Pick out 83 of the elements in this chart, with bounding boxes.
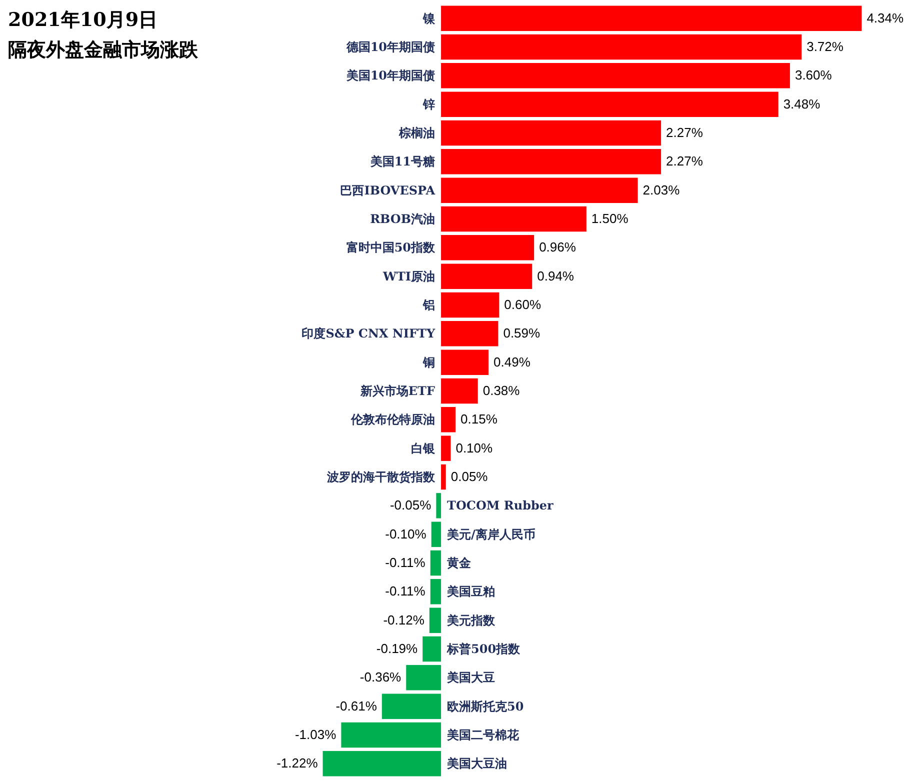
bar bbox=[441, 436, 451, 461]
y-tick-label: 美国大豆油 bbox=[446, 756, 508, 771]
bar bbox=[441, 92, 778, 117]
y-tick-label: 美国大豆 bbox=[446, 670, 496, 685]
data-label: 3.60% bbox=[794, 68, 832, 83]
y-tick-label: 锌 bbox=[422, 97, 436, 112]
y-tick-label: 巴西IBOVESPA bbox=[340, 183, 436, 198]
data-label: 2.27% bbox=[666, 125, 704, 140]
y-tick-label: 美元/离岸人民币 bbox=[446, 527, 536, 542]
data-label: 0.59% bbox=[503, 326, 541, 341]
bar bbox=[382, 694, 442, 719]
y-tick-label: 美国豆粕 bbox=[446, 584, 496, 599]
y-tick-label: 铜 bbox=[422, 355, 436, 370]
data-label: 0.10% bbox=[456, 440, 494, 456]
y-tick-label: 伦敦布伦特原油 bbox=[350, 412, 436, 427]
y-tick-label: 新兴市场ETF bbox=[359, 384, 436, 398]
y-tick-label: WTI原油 bbox=[382, 269, 436, 284]
data-label: -0.10% bbox=[385, 526, 427, 542]
data-label: -0.36% bbox=[360, 670, 402, 685]
y-tick-label: 镍 bbox=[422, 11, 436, 26]
bar bbox=[441, 63, 790, 88]
data-label: 3.72% bbox=[806, 39, 844, 54]
y-tick-label: 德国10年期国债 bbox=[345, 40, 436, 54]
bar bbox=[322, 751, 442, 776]
data-label: 0.94% bbox=[537, 268, 574, 284]
y-tick-label: 富时中国50指数 bbox=[346, 240, 436, 255]
data-label: 4.34% bbox=[866, 10, 904, 26]
data-label: 0.15% bbox=[460, 412, 498, 427]
bar bbox=[436, 493, 442, 518]
data-label: 3.48% bbox=[783, 96, 821, 112]
data-label: 2.03% bbox=[642, 182, 680, 198]
bar bbox=[441, 6, 862, 31]
y-tick-label: 白银 bbox=[411, 441, 436, 456]
y-tick-label: 黄金 bbox=[446, 556, 472, 570]
y-tick-label: RBOB汽油 bbox=[370, 212, 436, 226]
y-tick-label: 美国11号糖 bbox=[369, 154, 436, 169]
data-label: 0.96% bbox=[539, 240, 576, 255]
data-label: 0.60% bbox=[504, 297, 542, 312]
bar bbox=[441, 407, 456, 432]
y-tick-label: 美元指数 bbox=[446, 613, 496, 628]
data-label: -1.03% bbox=[294, 727, 337, 742]
data-label: -1.22% bbox=[276, 756, 318, 771]
y-tick-label: 铝 bbox=[422, 298, 436, 312]
data-label: -0.11% bbox=[385, 584, 426, 599]
bar bbox=[430, 579, 442, 604]
bar bbox=[441, 464, 446, 490]
y-tick-label: TOCOM Rubber bbox=[447, 498, 554, 513]
bar bbox=[441, 264, 532, 289]
y-tick-label: 欧洲斯托克50 bbox=[447, 699, 524, 714]
bar bbox=[341, 722, 442, 748]
y-tick-label: 棕榈油 bbox=[398, 126, 436, 140]
data-label: -0.12% bbox=[383, 612, 425, 628]
bar bbox=[431, 522, 442, 547]
data-label: -0.11% bbox=[385, 555, 426, 570]
data-label: 0.05% bbox=[450, 469, 488, 484]
text: 隔夜外盘金融市场涨跌 bbox=[8, 39, 199, 61]
bar bbox=[441, 120, 662, 146]
y-tick-label: 标普500指数 bbox=[446, 642, 522, 656]
bar bbox=[441, 206, 586, 232]
bar bbox=[406, 665, 442, 690]
data-label: -0.61% bbox=[336, 698, 378, 714]
data-label: 0.38% bbox=[482, 383, 520, 398]
y-tick-label: 美国10年期国债 bbox=[345, 68, 436, 83]
bar bbox=[441, 235, 534, 260]
y-tick-label: 波罗的海干散货指数 bbox=[326, 470, 436, 484]
data-label: 1.50% bbox=[591, 211, 629, 226]
bar bbox=[441, 292, 500, 318]
data-label: -0.05% bbox=[390, 498, 432, 513]
bar bbox=[441, 34, 802, 60]
data-label: 2.27% bbox=[666, 154, 704, 169]
bar bbox=[441, 350, 489, 375]
bar bbox=[441, 149, 662, 174]
y-tick-label: 印度S&P CNX NIFTY bbox=[302, 326, 436, 341]
bar bbox=[441, 378, 478, 404]
y-tick-label: 美国二号棉花 bbox=[446, 728, 520, 742]
bar bbox=[430, 550, 442, 576]
bar bbox=[441, 321, 498, 346]
bar bbox=[441, 178, 638, 203]
bar bbox=[429, 608, 442, 633]
data-label: -0.19% bbox=[376, 641, 418, 656]
text: 2021年10月9日 bbox=[8, 9, 158, 31]
data-label: 0.49% bbox=[494, 354, 531, 370]
bar bbox=[422, 636, 442, 662]
